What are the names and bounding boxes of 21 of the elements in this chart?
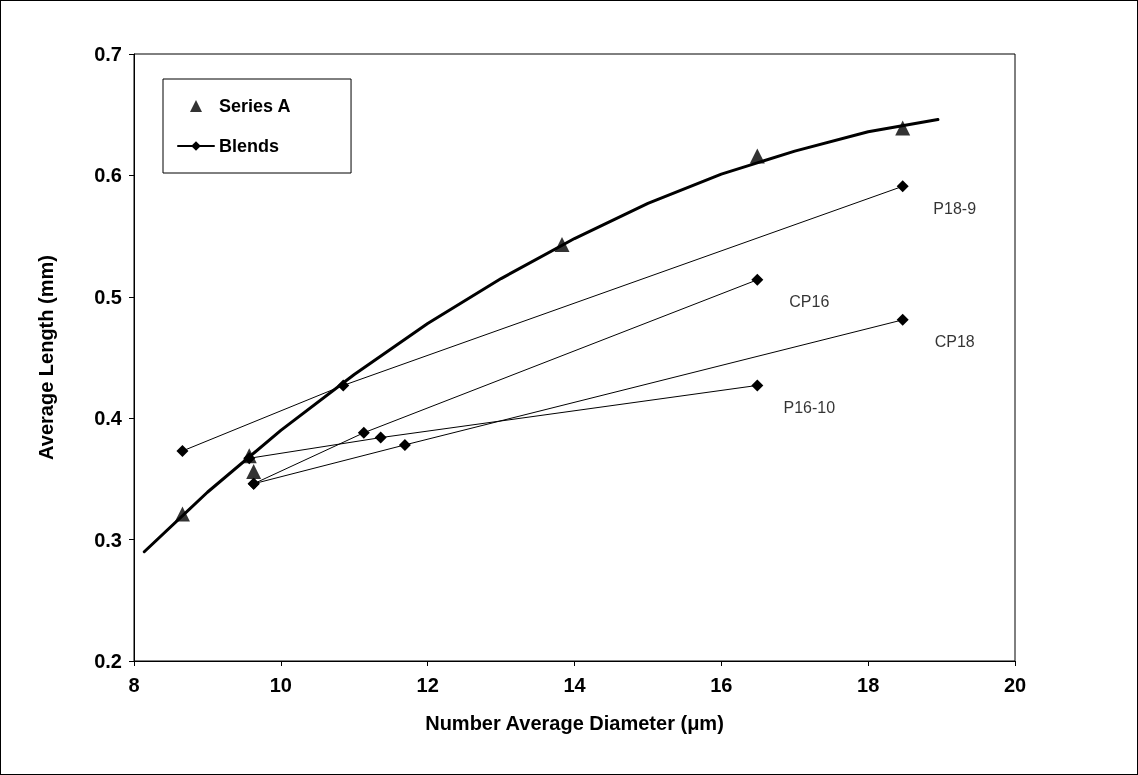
- annotation: CP16: [789, 293, 830, 311]
- x-tick-label: 14: [563, 674, 587, 696]
- y-tick-label: 0.7: [94, 43, 122, 65]
- x-tick-label: 20: [1003, 674, 1027, 696]
- x-axis-title: Number Average Diameter (μm): [425, 712, 724, 734]
- annotation: P16-10: [783, 398, 836, 416]
- x-tick-label: 16: [710, 674, 733, 696]
- y-tick-label: 0.2: [94, 650, 122, 672]
- annotation: CP18: [934, 333, 975, 351]
- annotation: P18-9: [933, 199, 977, 217]
- x-tick-label: 18: [857, 674, 880, 696]
- y-axis-title: Average Length (mm): [35, 255, 57, 460]
- y-tick-label: 0.5: [94, 285, 122, 308]
- legend-label: Blends: [219, 136, 280, 156]
- y-tick-label: 0.6: [94, 164, 122, 187]
- x-tick-label: 12: [416, 674, 439, 696]
- y-tick-label: 0.3: [94, 528, 122, 551]
- legend-label: Series A: [219, 96, 291, 116]
- y-tick-label: 0.4: [94, 407, 123, 430]
- x-tick-label: 8: [128, 674, 140, 696]
- x-tick-label: 10: [269, 674, 292, 696]
